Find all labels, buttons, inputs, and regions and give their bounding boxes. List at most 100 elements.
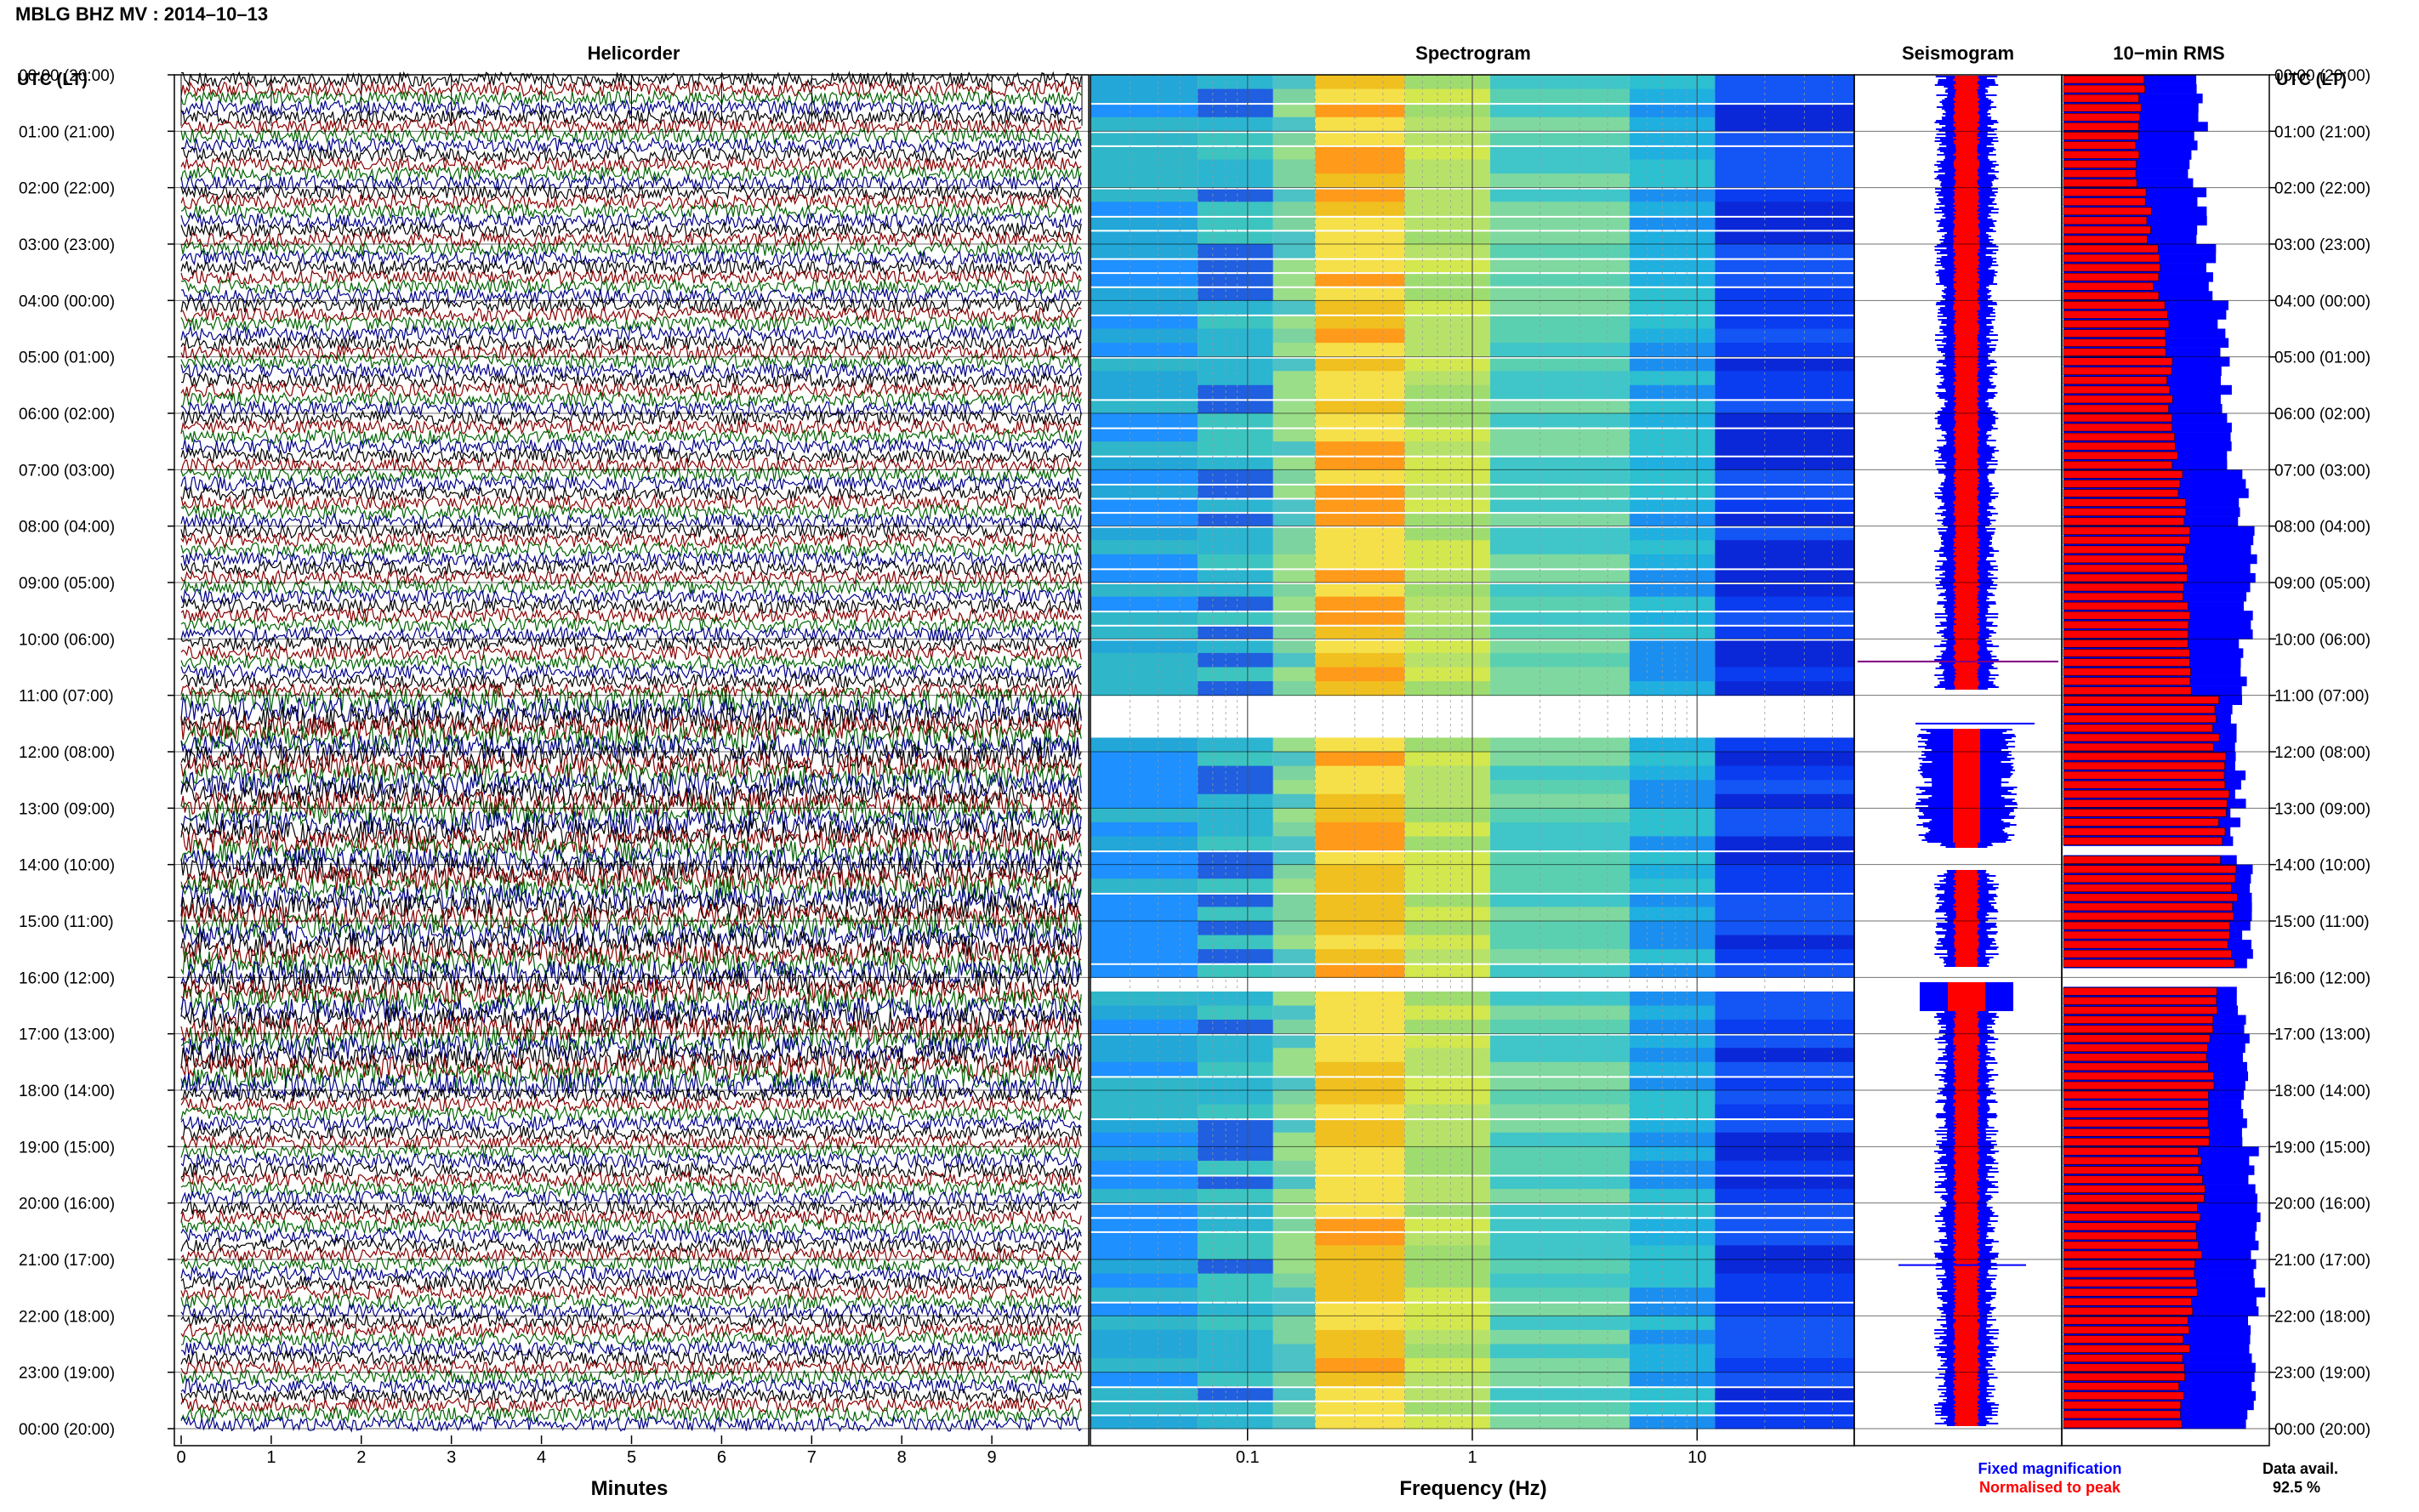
hour-label-left: 16:00 (12:00)	[19, 969, 115, 987]
spectrogram-cell	[1272, 1372, 1316, 1387]
hour-label-left: 10:00 (06:00)	[19, 631, 115, 649]
spectrogram-cell	[1198, 540, 1273, 555]
spectrogram-cell	[1629, 258, 1716, 273]
helicorder-trace	[180, 127, 1082, 145]
spectrogram-cell	[1629, 1020, 1716, 1035]
spectrogram-cell	[1198, 1231, 1273, 1246]
spectrogram-cell	[1715, 1174, 1854, 1190]
spectrogram-cell	[1315, 512, 1405, 527]
spectrogram-cell	[1489, 681, 1630, 696]
rms-bar-normalised	[2063, 197, 2146, 207]
spectrogram-cell	[1489, 1217, 1630, 1232]
helicorder-trace	[180, 569, 1082, 587]
helicorder-trace	[180, 1208, 1082, 1226]
rms-bar-normalised	[2063, 780, 2226, 789]
helicorder-trace	[180, 958, 1082, 986]
rms-bar-normalised	[2063, 75, 2145, 84]
spectrogram-cell	[1198, 1020, 1273, 1035]
spectrogram-cell	[1090, 75, 1198, 90]
spectrogram-cell	[1715, 455, 1854, 470]
spectrogram-cell	[1404, 1061, 1490, 1077]
rms-bar-normalised	[2063, 1241, 2199, 1250]
spectrogram-cell	[1315, 963, 1405, 978]
rms-bar-normalised	[2063, 385, 2171, 395]
spectrogram-cell	[1090, 272, 1198, 287]
spectrogram-cell	[1198, 328, 1273, 344]
spectrogram-cell	[1315, 469, 1405, 485]
spectrogram-cell	[1090, 850, 1198, 866]
spectrogram-cell	[1315, 1104, 1405, 1119]
spectrogram-cell	[1404, 427, 1490, 442]
helicorder-trace	[180, 1227, 1082, 1245]
rms-bar-normalised	[2063, 639, 2188, 648]
spectrogram-cell	[1272, 1386, 1316, 1401]
rms-bar-normalised	[2063, 1250, 2203, 1259]
spectrogram-cell	[1272, 554, 1316, 569]
spectrogram-cell	[1090, 512, 1198, 527]
spectrogram-cell	[1090, 384, 1198, 400]
rms-bar-normalised	[2063, 761, 2225, 770]
spectrogram-cell	[1629, 427, 1716, 442]
helicorder-x-tick-label: 0	[176, 1448, 185, 1467]
helicorder-trace	[180, 1053, 1082, 1081]
spectrogram-cell	[1090, 963, 1198, 978]
spectrogram-cell	[1090, 793, 1198, 809]
spectrogram-cell	[1489, 935, 1630, 950]
rms-bar-normalised	[2063, 1354, 2183, 1362]
spectrogram-cell	[1315, 441, 1405, 457]
spectrogram-cell	[1315, 1372, 1405, 1387]
spectrogram-cell	[1489, 413, 1630, 429]
rms-bar-normalised	[2063, 940, 2228, 949]
hour-label-left: 18:00 (14:00)	[19, 1083, 115, 1100]
rms-bar-normalised	[2063, 151, 2140, 159]
helicorder-trace	[180, 1061, 1082, 1089]
rms-bar-normalised	[2063, 1391, 2184, 1401]
spectrogram-cell	[1489, 258, 1630, 273]
helicorder-panel: 0 1 2 3 4 5 6 7 8 9	[176, 70, 1083, 1467]
spectrogram-cell	[1404, 1104, 1490, 1119]
spectrogram-cell	[1090, 1020, 1198, 1035]
spectrogram-cell	[1715, 568, 1854, 583]
rms-bar-normalised	[2063, 1175, 2203, 1184]
spectrogram-cell	[1404, 540, 1490, 555]
spectrogram-cell	[1198, 455, 1273, 470]
rms-bar-normalised	[2063, 554, 2184, 564]
spectrogram-cell	[1090, 540, 1198, 555]
spectrogram-cell	[1198, 1090, 1273, 1106]
spectrogram-cell	[1715, 145, 1854, 160]
spectrogram-cell	[1404, 272, 1490, 287]
spectrogram-cell	[1198, 681, 1273, 696]
helicorder-trace	[180, 240, 1082, 258]
spectrogram-cell	[1489, 272, 1630, 287]
helicorder-trace	[180, 428, 1082, 446]
spectrogram-cell	[1090, 1259, 1198, 1275]
spectrogram-cell	[1090, 88, 1198, 104]
spectrogram-cell	[1090, 821, 1198, 837]
helicorder-trace	[180, 389, 1082, 408]
spectrogram-cell	[1090, 611, 1198, 626]
spectrogram-cell	[1404, 583, 1490, 598]
rms-bar-normalised	[2063, 376, 2167, 385]
spectrogram-cell	[1629, 596, 1716, 611]
spectrogram-cell	[1629, 1316, 1716, 1331]
hour-label-right: 00:00 (20:00)	[2274, 1421, 2371, 1439]
spectrogram-cell	[1315, 272, 1405, 287]
spectrogram-cell	[1715, 554, 1854, 569]
spectrogram-cell	[1404, 300, 1490, 315]
spectrogram-cell	[1090, 1061, 1198, 1077]
spectrogram-cell	[1629, 343, 1716, 358]
rms-bar-normalised	[2063, 84, 2146, 94]
helicorder-trace	[180, 1043, 1082, 1071]
spectrogram-cell	[1404, 907, 1490, 922]
spectrogram-cell	[1315, 596, 1405, 611]
spectrogram-cell	[1315, 667, 1405, 682]
rms-bar-normalised	[2063, 686, 2192, 695]
helicorder-trace	[180, 193, 1082, 211]
spectrogram-cell	[1315, 399, 1405, 414]
rms-bar-normalised	[2063, 169, 2137, 178]
spectrogram-cell	[1629, 399, 1716, 414]
helicorder-trace	[180, 372, 1082, 389]
spectrogram-cell	[1404, 935, 1490, 950]
rms-bar-normalised	[2063, 1373, 2186, 1382]
spectrogram-cell	[1090, 343, 1198, 358]
